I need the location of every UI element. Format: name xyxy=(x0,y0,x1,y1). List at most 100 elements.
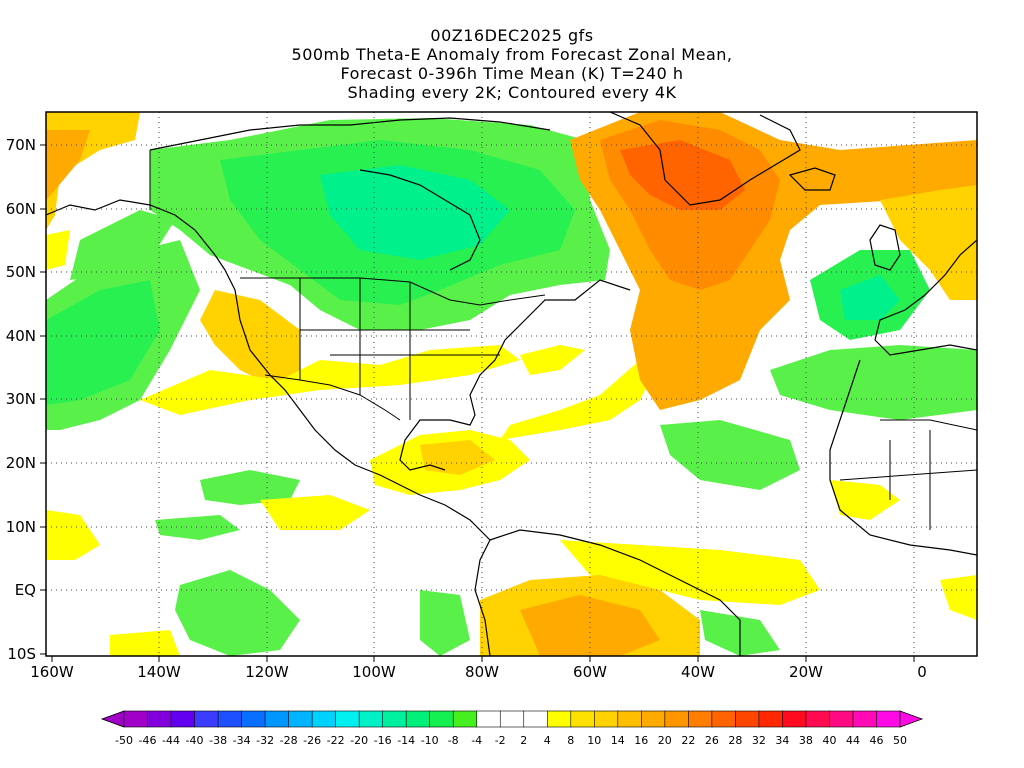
lat-label-20n: 20N xyxy=(6,454,36,472)
colorbar-swatch xyxy=(288,710,313,728)
brazil-inner-positive-anomaly xyxy=(520,595,660,656)
africa-coastline xyxy=(829,359,977,556)
colorbar-label: 14 xyxy=(611,734,625,747)
north-american-east-coastline xyxy=(399,279,631,471)
north-american-west-coastline xyxy=(224,269,491,541)
colorbar-swatch xyxy=(382,710,407,728)
colorbar-swatch xyxy=(805,710,831,728)
colorbar-swatch xyxy=(147,710,172,728)
colorbar-label: -10 xyxy=(421,734,439,747)
colorbar-label: -28 xyxy=(280,734,298,747)
lat-label-10n: 10N xyxy=(6,518,36,536)
colorbar-swatch xyxy=(711,710,737,728)
colorbar-label: -32 xyxy=(256,734,274,747)
colorbar-swatch xyxy=(452,710,478,728)
gulf-inner-positive-anomaly xyxy=(420,440,495,475)
map-title-forecast: Forecast 0-396h Time Mean (K) T=240 h xyxy=(340,64,684,83)
lat-label-30n: 30N xyxy=(6,390,36,408)
tropical-atlantic-negative-anomaly xyxy=(660,420,800,490)
tropical-atlantic-positive-anomaly xyxy=(560,540,820,605)
south-america-coastline xyxy=(489,529,741,656)
lon-label-100w: 100W xyxy=(352,663,396,681)
colorbar-label: 26 xyxy=(705,734,719,747)
colorbar-label: -46 xyxy=(139,734,157,747)
southeast-pacific-negative-anomaly xyxy=(175,570,300,656)
colorbar-label: 20 xyxy=(658,734,672,747)
southwest-us-positive-anomaly xyxy=(140,345,520,415)
east-us-positive-anomaly xyxy=(520,345,585,375)
colorbar-swatch xyxy=(123,710,149,728)
africa-borders xyxy=(839,419,977,530)
colorbar-swatch xyxy=(476,710,501,728)
colorbar-swatch xyxy=(876,710,901,728)
map-title-run: 00Z16DEC2025 gfs xyxy=(430,26,594,45)
canada-core-anomaly xyxy=(320,165,510,260)
lat-label-40n: 40N xyxy=(6,327,36,345)
lon-label-60w: 60W xyxy=(573,663,607,681)
colorbar-swatch xyxy=(617,710,642,728)
colorbar-swatch xyxy=(523,710,548,728)
colorbar-label: 10 xyxy=(587,734,601,747)
mediterranean-negative-anomaly xyxy=(770,345,977,420)
colorbar-label: 22 xyxy=(681,734,695,747)
south-pacific-positive-anomaly xyxy=(110,630,180,656)
colorbar-swatch xyxy=(664,710,689,728)
colorbar-label: -22 xyxy=(327,734,345,747)
colorbar-label: 46 xyxy=(870,734,884,747)
hudson-bay-coastline xyxy=(359,169,481,271)
colorbar-swatch xyxy=(335,710,360,728)
us-mexico-border xyxy=(264,374,401,421)
colorbar-label: -2 xyxy=(495,734,506,747)
colorbar-label: -40 xyxy=(186,734,204,747)
political-borders xyxy=(149,150,977,530)
lat-label-70n: 70N xyxy=(6,136,36,154)
lat-axis-labels: 70N 60N 50N 40N 30N 20N 10N EQ 10S xyxy=(6,136,36,663)
colorbar-label: -44 xyxy=(162,734,180,747)
colorbar-swatch xyxy=(782,710,807,728)
iceland-coastline xyxy=(788,167,836,191)
lon-label-0: 0 xyxy=(917,663,927,681)
colorbar-label: -4 xyxy=(471,734,482,747)
colorbar-swatch xyxy=(688,710,713,728)
atlantic-plume-positive-anomaly xyxy=(500,360,650,440)
colorbar-label: -14 xyxy=(397,734,415,747)
western-us-positive-anomaly xyxy=(200,290,300,385)
colorbar-label: -16 xyxy=(374,734,392,747)
colorbar-label: 40 xyxy=(823,734,837,747)
lat-lon-grid xyxy=(46,112,977,656)
colorbar-swatch xyxy=(641,710,666,728)
pacific-inner-anomaly xyxy=(46,280,160,405)
lat-label-10s: 10S xyxy=(7,645,36,663)
eastern-atlantic-core-anomaly xyxy=(840,275,900,320)
lon-label-120w: 120W xyxy=(245,663,289,681)
lat-label-50n: 50N xyxy=(6,263,36,281)
tropical-east-pacific-positive-anomaly xyxy=(260,495,370,530)
colorbar-swatch xyxy=(829,710,854,728)
south-america-west-coastline xyxy=(474,539,491,656)
colorbar-label: 8 xyxy=(567,734,574,747)
colorbar-label: 50 xyxy=(893,734,907,747)
colorbar-swatch xyxy=(405,710,431,728)
alaska-inner-positive-anomaly xyxy=(46,130,90,200)
colorbar-swatch xyxy=(264,710,290,728)
colorbar-swatch xyxy=(170,710,196,728)
colorbar-label: -26 xyxy=(303,734,321,747)
colorbar-arrow-right xyxy=(899,710,924,728)
arctic-coastline xyxy=(149,117,551,151)
greenland-coastline xyxy=(609,112,801,206)
colorbar-label: 2 xyxy=(520,734,527,747)
colorbar-label: 44 xyxy=(846,734,860,747)
colorbar-swatch xyxy=(852,710,878,728)
colorbar-label: 38 xyxy=(799,734,813,747)
colorbar-label: -8 xyxy=(448,734,459,747)
lat-label-60n: 60N xyxy=(6,200,36,218)
colorbar-swatch xyxy=(593,710,619,728)
lat-label-eq: EQ xyxy=(15,581,36,599)
colorbar-swatch xyxy=(735,710,760,728)
axis-ticks xyxy=(40,144,915,662)
colorbar-label: 34 xyxy=(775,734,789,747)
guinea-positive-anomaly xyxy=(940,575,977,620)
colorbar-swatch xyxy=(241,710,266,728)
colorbar-swatch xyxy=(194,710,219,728)
